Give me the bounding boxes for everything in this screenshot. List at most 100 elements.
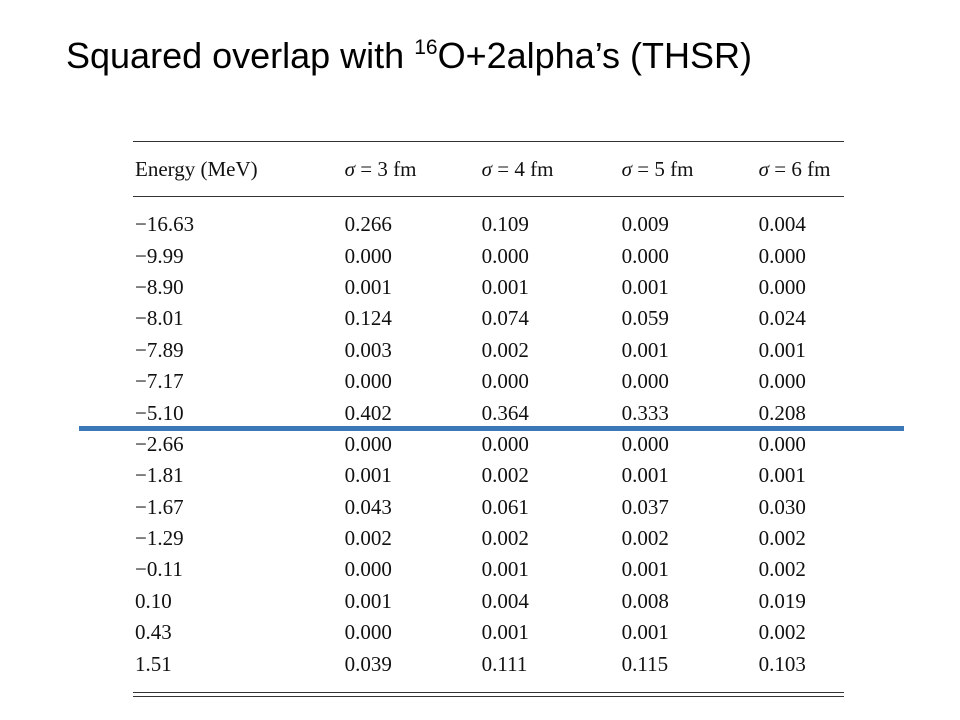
header-sigma-6: σ = 6 fm	[758, 156, 831, 181]
cell-sigma-4: 0.001	[481, 274, 529, 299]
title-suffix: O+2alpha’s (THSR)	[437, 35, 753, 76]
cell-sigma-6: 0.002	[758, 620, 806, 645]
cell-sigma-3: 0.000	[344, 557, 392, 582]
cell-sigma-4: 0.000	[481, 243, 529, 268]
cell-energy: −1.67	[135, 494, 184, 519]
cell-sigma-6: 0.019	[758, 588, 806, 613]
cell-sigma-6: 0.001	[758, 337, 806, 362]
cell-energy: −8.01	[135, 306, 184, 331]
cell-energy: 0.43	[135, 620, 172, 645]
header-energy: Energy (MeV)	[135, 156, 258, 181]
table-body: −16.63 0.266 0.109 0.009 0.004 −9.99 0.000 0.00…	[133, 197, 844, 692]
cell-sigma-5: 0.001	[621, 337, 669, 362]
cell-sigma-4: 0.000	[481, 369, 529, 394]
cell-sigma-3: 0.000	[344, 369, 392, 394]
cell-sigma-5: 0.008	[621, 588, 669, 613]
cell-sigma-6: 0.000	[758, 369, 806, 394]
table-row: −9.99 0.000 0.000 0.000 0.000	[133, 240, 844, 271]
table-row: 0.43 0.000 0.001 0.001 0.002	[133, 617, 844, 648]
title-prefix: Squared overlap with	[66, 35, 415, 76]
cell-sigma-4: 0.002	[481, 463, 529, 488]
cell-sigma-4: 0.000	[481, 431, 529, 456]
cell-sigma-3: 0.003	[344, 337, 392, 362]
cell-sigma-3: 0.000	[344, 243, 392, 268]
table-row: −1.81 0.001 0.002 0.001 0.001	[133, 460, 844, 491]
table-bottom-rule	[133, 691, 844, 697]
cell-sigma-5: 0.059	[621, 306, 669, 331]
cell-sigma-5: 0.001	[621, 620, 669, 645]
cell-energy: −0.11	[135, 557, 183, 582]
cell-sigma-3: 0.002	[344, 526, 392, 551]
cell-sigma-5: 0.002	[621, 526, 669, 551]
cell-sigma-3: 0.124	[344, 306, 392, 331]
cell-sigma-6: 0.002	[758, 526, 806, 551]
cell-sigma-6: 0.002	[758, 557, 806, 582]
cell-sigma-6: 0.000	[758, 243, 806, 268]
cell-sigma-4: 0.004	[481, 588, 529, 613]
table-row: 0.10 0.001 0.004 0.008 0.019	[133, 586, 844, 617]
cell-sigma-5: 0.001	[621, 557, 669, 582]
table-header-row: Energy (MeV) σ = 3 fm σ = 4 fm σ = 5 fm …	[133, 142, 844, 196]
cell-energy: −7.17	[135, 369, 184, 394]
cell-sigma-6: 0.103	[758, 651, 806, 676]
table-row: −0.11 0.000 0.001 0.001 0.002	[133, 554, 844, 585]
cell-sigma-3: 0.043	[344, 494, 392, 519]
table-row: 1.51 0.039 0.111 0.115 0.103	[133, 648, 844, 679]
cell-sigma-4: 0.061	[481, 494, 529, 519]
cell-sigma-6: 0.024	[758, 306, 806, 331]
header-sigma-5: σ = 5 fm	[621, 156, 694, 181]
cell-energy: −1.29	[135, 526, 184, 551]
header-sigma-4: σ = 4 fm	[481, 156, 554, 181]
table-row: −1.29 0.002 0.002 0.002 0.002	[133, 523, 844, 554]
table-row: −8.90 0.001 0.001 0.001 0.000	[133, 272, 844, 303]
table-top-rule	[133, 141, 844, 142]
cell-sigma-3: 0.001	[344, 463, 392, 488]
cell-sigma-6: 0.030	[758, 494, 806, 519]
cell-sigma-4: 0.111	[481, 651, 528, 676]
table-row: −7.17 0.000 0.000 0.000 0.000	[133, 366, 844, 397]
table-row: −5.10 0.402 0.364 0.333 0.208	[133, 397, 844, 428]
cell-energy: −16.63	[135, 212, 195, 237]
table-row: −16.63 0.266 0.109 0.009 0.004	[133, 209, 844, 240]
cell-energy: 0.10	[135, 588, 172, 613]
overlap-table: Energy (MeV) σ = 3 fm σ = 4 fm σ = 5 fm …	[133, 141, 844, 697]
cell-sigma-6: 0.000	[758, 431, 806, 456]
table-header-rule	[133, 196, 844, 197]
cell-sigma-5: 0.115	[621, 651, 669, 676]
title-superscript: 16	[414, 36, 438, 59]
table-row: −8.01 0.124 0.074 0.059 0.024	[133, 303, 844, 334]
cell-sigma-4: 0.001	[481, 557, 529, 582]
cell-sigma-6: 0.004	[758, 212, 806, 237]
highlight-divider-line	[79, 426, 904, 431]
cell-sigma-3: 0.001	[344, 274, 392, 299]
cell-sigma-6: 0.000	[758, 274, 806, 299]
cell-sigma-3: 0.402	[344, 400, 392, 425]
cell-sigma-6: 0.001	[758, 463, 806, 488]
cell-energy: −1.81	[135, 463, 184, 488]
cell-sigma-5: 0.001	[621, 274, 669, 299]
cell-energy: −9.99	[135, 243, 184, 268]
cell-sigma-5: 0.333	[621, 400, 669, 425]
cell-sigma-5: 0.000	[621, 243, 669, 268]
cell-sigma-4: 0.002	[481, 526, 529, 551]
cell-sigma-3: 0.039	[344, 651, 392, 676]
cell-sigma-5: 0.001	[621, 463, 669, 488]
slide-title: Squared overlap with 16O+2alpha’s (THSR)	[66, 34, 752, 77]
cell-energy: −8.90	[135, 274, 184, 299]
cell-sigma-4: 0.364	[481, 400, 529, 425]
cell-sigma-5: 0.037	[621, 494, 669, 519]
cell-energy: −5.10	[135, 400, 184, 425]
cell-sigma-4: 0.109	[481, 212, 529, 237]
cell-sigma-4: 0.074	[481, 306, 529, 331]
cell-sigma-5: 0.000	[621, 369, 669, 394]
header-sigma-3: σ = 3 fm	[344, 156, 417, 181]
cell-sigma-5: 0.009	[621, 212, 669, 237]
cell-energy: −7.89	[135, 337, 184, 362]
cell-sigma-3: 0.000	[344, 431, 392, 456]
table-row: −2.66 0.000 0.000 0.000 0.000	[133, 429, 844, 460]
table-row: −7.89 0.003 0.002 0.001 0.001	[133, 335, 844, 366]
table-row: −1.67 0.043 0.061 0.037 0.030	[133, 492, 844, 523]
cell-sigma-3: 0.001	[344, 588, 392, 613]
cell-sigma-4: 0.001	[481, 620, 529, 645]
cell-sigma-3: 0.000	[344, 620, 392, 645]
